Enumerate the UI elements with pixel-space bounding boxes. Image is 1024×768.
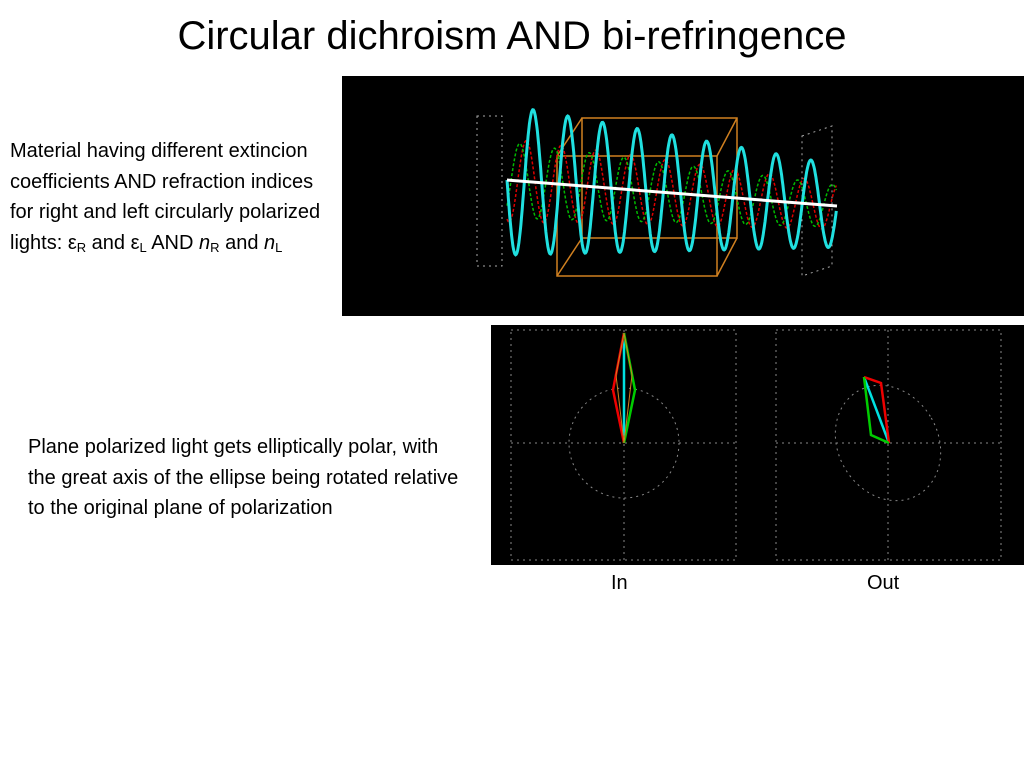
text: AND <box>146 231 200 254</box>
symbol: ε <box>67 231 77 254</box>
text: and <box>86 231 131 254</box>
polarization-image <box>491 325 1024 565</box>
explanation-text: Plane polarized light gets elliptically … <box>28 436 459 519</box>
text: Material having different extincion coef… <box>10 140 321 254</box>
slide-title: Circular dichroism AND bi-refringence <box>177 14 847 58</box>
wave <box>506 142 838 228</box>
text: and <box>219 231 265 254</box>
subscript: R <box>210 239 220 255</box>
panel-label: Out <box>867 572 900 594</box>
subscript: L <box>275 239 283 255</box>
subscript: R <box>76 239 87 255</box>
helix-image <box>342 76 1024 316</box>
symbol: n <box>199 231 211 254</box>
symbol: ε <box>130 231 140 254</box>
subscript: L <box>139 239 147 255</box>
wave <box>505 108 838 257</box>
symbol: n <box>264 231 276 254</box>
intro-text: Material having different extincion coef… <box>10 136 330 263</box>
panel-label: In <box>611 572 628 594</box>
